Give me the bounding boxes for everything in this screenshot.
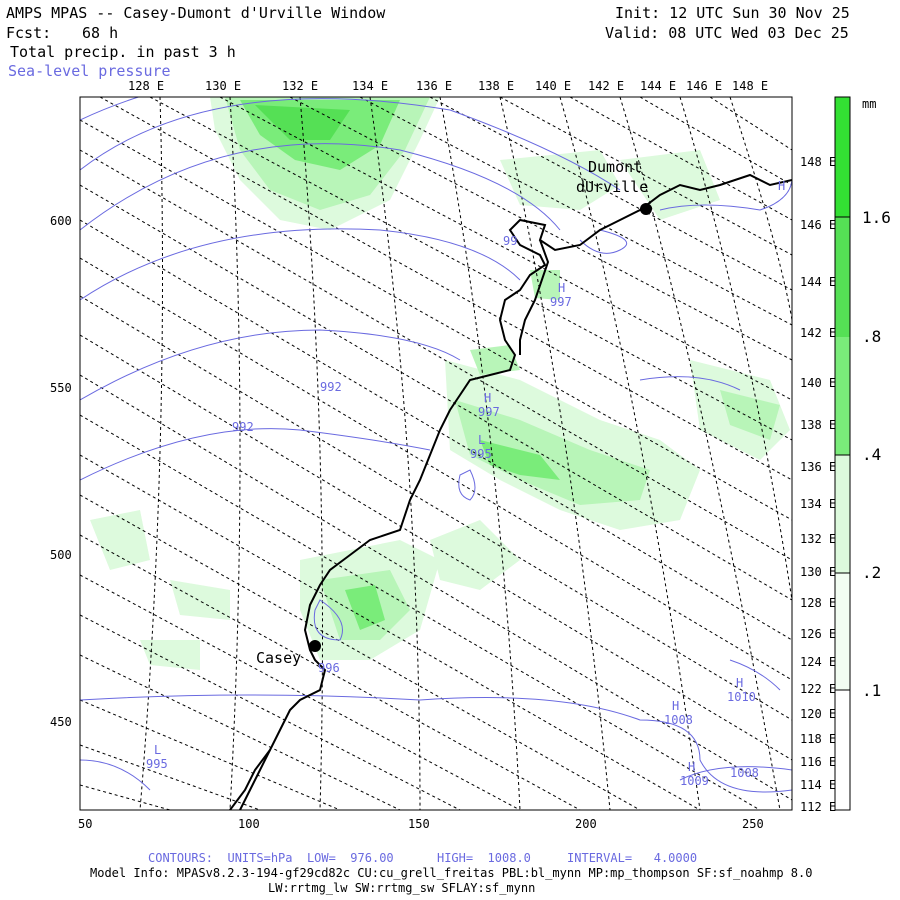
right-lon-label: 144 E [800, 275, 837, 289]
model-info-physics: LW:rrtmg_lw SW:rrtmg_sw SFLAY:sf_mynn [268, 881, 536, 895]
pressure-low-mark: L [478, 433, 486, 447]
right-lon-label: 122 E [800, 682, 837, 696]
pressure-high-mark: H [484, 391, 492, 405]
precip-shading [90, 97, 790, 670]
top-lon-label: 134 E [352, 79, 389, 93]
pressure-value: 995 [146, 757, 168, 771]
pressure-value: 1008 [664, 713, 693, 727]
pressure-high-mark: H [736, 676, 744, 690]
pressure-high-mark: H [688, 760, 696, 774]
right-lon-label: 134 E [800, 497, 837, 511]
station-label-dumont: Dumont [588, 158, 643, 176]
top-lon-label: 132 E [282, 79, 319, 93]
pressure-value: 997 [550, 295, 572, 309]
y-axis-label: 450 [50, 715, 72, 729]
right-lon-label: 112 E [800, 800, 837, 814]
colorbar-level: .4 [862, 445, 882, 464]
top-lon-label: 136 E [416, 79, 453, 93]
pressure-value: 995 [470, 447, 492, 461]
overlay-name: Sea-level pressure [8, 62, 171, 80]
right-lon-label: 132 E [800, 532, 837, 546]
latlon-grid [80, 97, 792, 810]
x-axis-label: 150 [408, 817, 430, 831]
top-lon-label: 146 E [686, 79, 723, 93]
pressure-value: 99 [503, 234, 518, 248]
top-lon-label: 138 E [478, 79, 515, 93]
pressure-high-mark: H [778, 179, 786, 193]
field-name: Total precip. in past 3 h [10, 43, 236, 61]
top-lon-label: 140 E [535, 79, 572, 93]
y-axis-label: 500 [50, 548, 72, 562]
colorbar-band-6 [835, 690, 850, 810]
right-lon-label: 118 E [800, 732, 837, 746]
colorbar-band-5 [835, 573, 850, 690]
map-title: AMPS MPAS -- Casey-Dumont d'Urville Wind… [6, 4, 386, 22]
right-lon-label: 140 E [800, 376, 837, 390]
pressure-value: 997 [478, 405, 500, 419]
x-axis-label: 100 [238, 817, 260, 831]
right-lon-label: 120 E [800, 707, 837, 721]
colorbar-band-4 [835, 455, 850, 573]
x-axis-label: 200 [575, 817, 597, 831]
right-lon-label: 130 E [800, 565, 837, 579]
right-lon-label: 142 E [800, 326, 837, 340]
colorbar-band-2 [835, 217, 850, 337]
pressure-high-mark: H [672, 699, 680, 713]
pressure-value: 992 [232, 420, 254, 434]
y-axis-label: 600 [50, 214, 72, 228]
colorbar-band-1 [835, 97, 850, 217]
right-lon-label: 136 E [800, 460, 837, 474]
isobars [80, 97, 792, 793]
colorbar-level: .8 [862, 327, 882, 346]
station-label-casey: Casey [256, 649, 302, 667]
init-time: Init: 12 UTC Sun 30 Nov 25 [615, 4, 850, 22]
colorbar [834, 96, 851, 811]
top-lon-label: 128 E [128, 79, 165, 93]
right-lon-label: 126 E [800, 627, 837, 641]
pressure-high-mark: H [558, 281, 566, 295]
top-lon-label: 142 E [588, 79, 625, 93]
top-lon-label: 130 E [205, 79, 242, 93]
colorbar-band-3 [835, 337, 850, 455]
station-label-durville: dUrville [576, 178, 649, 196]
forecast-label: Fcst: [6, 24, 52, 42]
pressure-value: 1008 [730, 766, 759, 780]
pressure-low-mark: L [154, 743, 162, 757]
pressure-value: 992 [320, 380, 342, 394]
colorbar-unit: mm [862, 97, 877, 111]
right-lon-label: 148 E [800, 155, 837, 169]
map-plot-area [80, 97, 792, 810]
right-lon-label: 128 E [800, 596, 837, 610]
contour-info: CONTOURS: UNITS=hPa LOW= 976.00 HIGH= 10… [148, 851, 698, 865]
casey-marker [309, 640, 321, 652]
pressure-value: 996 [318, 661, 340, 675]
colorbar-level: .2 [862, 563, 882, 582]
model-info: Model Info: MPASv8.2.3-194-gf29cd82c CU:… [90, 866, 813, 880]
valid-time: Valid: 08 UTC Wed 03 Dec 25 [605, 24, 849, 42]
pressure-value: 1010 [727, 690, 756, 704]
right-lon-label: 124 E [800, 655, 837, 669]
top-lon-label: 144 E [640, 79, 677, 93]
top-lon-label: 148 E [732, 79, 769, 93]
right-lon-label: 114 E [800, 778, 837, 792]
x-axis-label: 250 [742, 817, 764, 831]
coastline [229, 173, 792, 810]
y-axis-label: 550 [50, 381, 72, 395]
pressure-value: 1009 [680, 774, 709, 788]
right-lon-label: 116 E [800, 755, 837, 769]
plot-frame [79, 96, 793, 811]
colorbar-level: 1.6 [862, 208, 891, 227]
right-lon-label: 146 E [800, 218, 837, 232]
x-axis-label: 50 [78, 817, 93, 831]
dumont-durville-marker [640, 203, 652, 215]
forecast-hours: 68 h [82, 24, 119, 42]
colorbar-level: .1 [862, 681, 882, 700]
right-lon-label: 138 E [800, 418, 837, 432]
